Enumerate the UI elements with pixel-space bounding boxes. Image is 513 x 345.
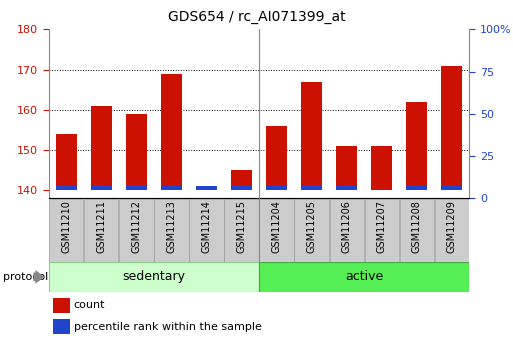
Text: GSM11214: GSM11214 — [202, 200, 211, 253]
FancyBboxPatch shape — [294, 199, 329, 262]
FancyBboxPatch shape — [224, 199, 259, 262]
Bar — [91, 106, 112, 190]
FancyBboxPatch shape — [365, 199, 399, 262]
Bar — [336, 186, 357, 190]
Text: GSM11204: GSM11204 — [271, 200, 282, 253]
Bar — [266, 126, 287, 190]
Text: GSM11211: GSM11211 — [96, 200, 106, 253]
Bar — [371, 146, 392, 190]
Bar — [53, 297, 70, 313]
Bar — [126, 186, 147, 190]
Text: percentile rank within the sample: percentile rank within the sample — [74, 322, 262, 332]
Bar — [161, 186, 182, 190]
Text: count: count — [74, 300, 105, 310]
FancyBboxPatch shape — [329, 199, 364, 262]
FancyBboxPatch shape — [260, 199, 294, 262]
Bar — [231, 170, 252, 190]
Bar — [231, 186, 252, 190]
FancyBboxPatch shape — [259, 262, 469, 292]
Bar — [91, 186, 112, 190]
Bar — [406, 186, 427, 190]
FancyBboxPatch shape — [49, 262, 259, 292]
Bar — [56, 134, 77, 190]
Bar — [161, 73, 182, 190]
FancyBboxPatch shape — [154, 199, 189, 262]
Text: GSM11207: GSM11207 — [377, 200, 387, 253]
Text: GDS654 / rc_AI071399_at: GDS654 / rc_AI071399_at — [168, 10, 345, 24]
FancyBboxPatch shape — [119, 199, 153, 262]
Text: GSM11212: GSM11212 — [131, 200, 142, 253]
Bar — [56, 186, 77, 190]
Text: GSM11215: GSM11215 — [236, 200, 247, 253]
Bar — [371, 189, 392, 190]
Text: GSM11210: GSM11210 — [61, 200, 71, 253]
Bar — [126, 114, 147, 190]
Text: GSM11206: GSM11206 — [342, 200, 352, 253]
FancyBboxPatch shape — [400, 199, 434, 262]
FancyBboxPatch shape — [189, 199, 224, 262]
Text: protocol: protocol — [3, 272, 48, 282]
Bar — [301, 186, 322, 190]
Bar — [301, 82, 322, 190]
Bar — [441, 186, 462, 190]
Bar — [406, 102, 427, 190]
Bar — [53, 319, 70, 334]
Text: GSM11213: GSM11213 — [166, 200, 176, 253]
Bar — [441, 66, 462, 190]
FancyBboxPatch shape — [84, 199, 119, 262]
Text: active: active — [345, 270, 383, 283]
Bar — [196, 186, 217, 190]
Bar — [336, 146, 357, 190]
Text: sedentary: sedentary — [123, 270, 185, 283]
Bar — [196, 186, 217, 190]
Text: GSM11205: GSM11205 — [307, 200, 317, 253]
Text: GSM11209: GSM11209 — [447, 200, 457, 253]
Bar — [266, 186, 287, 190]
FancyBboxPatch shape — [49, 199, 84, 262]
FancyBboxPatch shape — [435, 199, 469, 262]
Text: GSM11208: GSM11208 — [412, 200, 422, 253]
